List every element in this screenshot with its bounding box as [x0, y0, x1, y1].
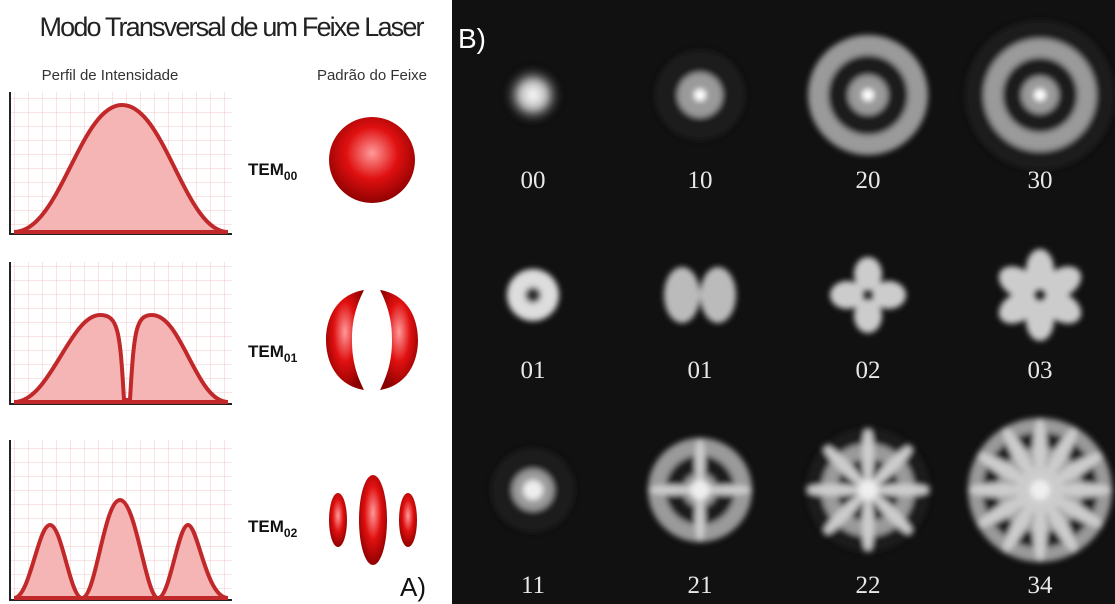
mode-images [491, 20, 1115, 562]
mode-label: TEM01 [248, 342, 298, 365]
lobe [830, 281, 865, 309]
core [694, 89, 706, 101]
panel-label: A) [400, 572, 426, 602]
beam-patterns [326, 117, 418, 565]
lobe [1046, 492, 1103, 528]
lobe [806, 484, 862, 496]
lobe [648, 485, 695, 495]
lobe [871, 281, 906, 309]
core [1030, 480, 1050, 500]
cell-label: 03 [1028, 357, 1053, 384]
mode-labels: TEM00 TEM01 TEM02 [248, 160, 298, 540]
lobe [968, 483, 1033, 497]
mode-label: TEM00 [248, 160, 298, 183]
lobe [695, 438, 705, 485]
lobe [700, 267, 736, 323]
spot [503, 65, 563, 125]
cell-label: 30 [1028, 167, 1053, 194]
cell-label: 01 [521, 357, 546, 384]
core [862, 89, 874, 101]
lobe [1033, 497, 1047, 562]
core [523, 480, 543, 500]
core [1034, 89, 1046, 101]
lobe [1042, 266, 1082, 299]
lobe [862, 428, 874, 484]
panel-label: B) [458, 23, 486, 54]
lobe [705, 485, 752, 495]
cell-label: 21 [688, 572, 713, 599]
lobe [1047, 483, 1112, 497]
core [858, 480, 878, 500]
lobe [1002, 496, 1038, 553]
cell-label: 10 [688, 167, 713, 194]
lobe [871, 493, 913, 535]
lobe [854, 257, 882, 292]
header: Padrão do Feixe [317, 67, 427, 84]
lobe [1002, 427, 1038, 484]
lobe [823, 493, 865, 535]
cell-label: 22 [856, 572, 881, 599]
lobe [998, 266, 1038, 299]
lobe [854, 298, 882, 333]
lobe [977, 492, 1034, 528]
cell-labels: 00 10 20 30 01 01 02 03 11 21 22 34 [521, 167, 1054, 599]
hole [525, 287, 541, 303]
cell-label: 02 [856, 357, 881, 384]
lobe [1046, 452, 1103, 488]
header: Perfil de Intensidade [42, 67, 179, 84]
lobe [977, 452, 1034, 488]
cell-label: 34 [1028, 572, 1054, 599]
lobe [823, 445, 865, 487]
core [690, 480, 710, 500]
lobe [874, 484, 930, 496]
lobe [862, 496, 874, 552]
cell-label: 00 [521, 167, 546, 194]
cell-label: 01 [688, 357, 713, 384]
cell-label: 11 [521, 572, 545, 599]
lobe [871, 445, 913, 487]
profiles [9, 92, 232, 601]
lobe [664, 267, 700, 323]
lobe [1042, 427, 1078, 484]
cell-label: 20 [856, 167, 881, 194]
lobe [998, 291, 1038, 324]
lobe [695, 495, 705, 542]
title: Modo Transversal de um Feixe Laser [40, 12, 425, 42]
lobe [1033, 418, 1047, 483]
lobe [1042, 496, 1078, 553]
mode-label: TEM02 [248, 517, 298, 540]
